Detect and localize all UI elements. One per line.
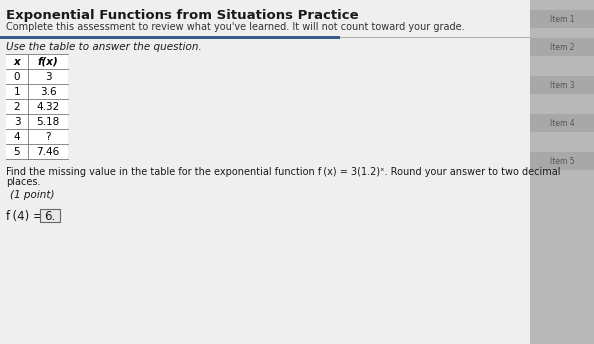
Text: 6.: 6. — [45, 209, 56, 223]
Text: 3.6: 3.6 — [40, 87, 56, 97]
Text: x: x — [14, 57, 20, 67]
Bar — [0, 36, 340, 39]
Text: Exponential Functions from Situations Practice: Exponential Functions from Situations Pr… — [6, 9, 359, 22]
Text: (1 point): (1 point) — [10, 190, 55, 200]
Bar — [6, 54, 68, 159]
Text: ?: ? — [45, 132, 50, 142]
Bar — [530, 10, 594, 28]
Text: Find the missing value in the table for the exponential function f (x) = 3(1.2)ˣ: Find the missing value in the table for … — [6, 167, 561, 177]
Text: 4.32: 4.32 — [36, 102, 59, 112]
Text: Item 1: Item 1 — [550, 14, 574, 23]
Text: Item 2: Item 2 — [550, 43, 574, 52]
Bar — [530, 0, 594, 344]
Text: f(x): f(x) — [37, 57, 58, 67]
Text: Item 5: Item 5 — [549, 157, 574, 165]
Bar — [0, 0, 530, 344]
Text: Item 3: Item 3 — [549, 80, 574, 89]
Text: 2: 2 — [14, 102, 20, 112]
Text: 5: 5 — [14, 147, 20, 157]
Text: 3: 3 — [14, 117, 20, 127]
Text: 5.18: 5.18 — [36, 117, 59, 127]
Text: f (4) =: f (4) = — [6, 210, 43, 223]
Text: 4: 4 — [14, 132, 20, 142]
Bar — [530, 114, 594, 132]
Bar — [40, 209, 60, 222]
Text: Item 4: Item 4 — [549, 118, 574, 128]
Text: 7.46: 7.46 — [36, 147, 59, 157]
Text: 1: 1 — [14, 87, 20, 97]
Text: Use the table to answer the question.: Use the table to answer the question. — [6, 42, 202, 52]
Bar — [530, 152, 594, 170]
Text: places.: places. — [6, 177, 40, 187]
Bar — [530, 76, 594, 94]
Text: 3: 3 — [45, 72, 51, 82]
Bar — [530, 38, 594, 56]
Bar — [340, 37, 530, 38]
Text: Complete this assessment to review what you've learned. It will not count toward: Complete this assessment to review what … — [6, 22, 465, 32]
Text: 0: 0 — [14, 72, 20, 82]
